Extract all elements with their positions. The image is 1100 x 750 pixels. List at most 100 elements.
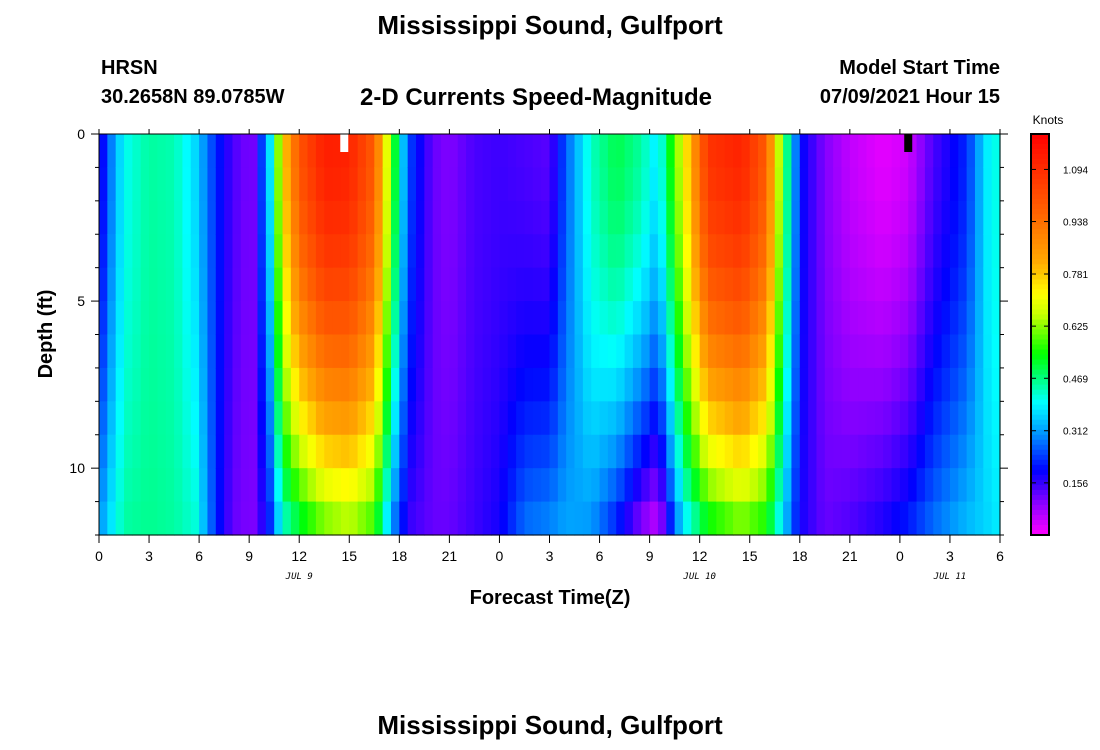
heat-cell: [224, 334, 234, 369]
heat-cell: [532, 334, 542, 369]
heat-cell: [157, 234, 167, 269]
heat-cell: [941, 234, 951, 269]
heat-cell: [883, 367, 893, 402]
heat-cell: [924, 167, 934, 202]
heat-cell: [941, 267, 951, 302]
heat-cell: [249, 134, 259, 169]
heat-cell: [866, 401, 876, 436]
heat-cell: [632, 434, 642, 469]
heat-cell: [741, 134, 751, 169]
heat-cell: [282, 501, 292, 536]
heat-cell: [249, 301, 259, 336]
heat-cell: [324, 134, 334, 169]
colorbar-segment: [1031, 354, 1049, 361]
heat-cell: [691, 367, 701, 402]
heat-cell: [924, 501, 934, 536]
heat-cell: [466, 367, 476, 402]
heat-cell: [741, 334, 751, 369]
heat-cell: [140, 434, 150, 469]
heat-cell: [190, 367, 200, 402]
heat-cell: [632, 501, 642, 536]
heat-cell: [949, 200, 959, 235]
heat-cell: [324, 367, 334, 402]
heat-cell: [182, 301, 192, 336]
heat-cell: [599, 367, 609, 402]
heat-cell: [315, 301, 325, 336]
heat-cell: [140, 234, 150, 269]
heat-cell: [449, 434, 459, 469]
heat-cell: [616, 234, 626, 269]
heat-cell: [591, 468, 601, 503]
heat-cell: [324, 267, 334, 302]
heat-cell: [783, 200, 793, 235]
heat-cell: [866, 434, 876, 469]
colorbar-segment: [1031, 419, 1049, 426]
colorbar-segment: [1031, 334, 1049, 341]
heat-cell: [891, 267, 901, 302]
heat-cell: [290, 434, 300, 469]
heat-cell: [749, 468, 759, 503]
heat-cell: [232, 401, 242, 436]
heat-cell: [741, 401, 751, 436]
heat-cell: [299, 200, 309, 235]
heat-cell: [816, 267, 826, 302]
heat-cell: [899, 367, 909, 402]
heat-cell: [582, 334, 592, 369]
heat-cell: [466, 267, 476, 302]
heat-cell: [174, 401, 184, 436]
heat-cell: [432, 134, 442, 169]
heat-cell: [958, 468, 968, 503]
heat-cell: [149, 468, 158, 503]
heat-cell: [983, 501, 993, 536]
heat-cell: [966, 367, 976, 402]
heat-cell: [107, 501, 117, 536]
heat-cell: [499, 200, 509, 235]
heat-cell: [858, 301, 868, 336]
heat-cell: [474, 301, 484, 336]
heat-cell: [649, 334, 659, 369]
heat-cell: [224, 200, 234, 235]
heat-cell: [441, 401, 450, 436]
heat-cell: [432, 267, 442, 302]
colorbar-segment: [1031, 149, 1049, 155]
heat-cell: [799, 367, 809, 402]
x-tick-label: 18: [792, 548, 808, 564]
heat-cell: [699, 334, 709, 369]
heat-cell: [933, 401, 943, 436]
heat-cell: [791, 200, 801, 235]
heat-cell: [441, 301, 450, 336]
heat-cell: [390, 200, 400, 235]
y-axis-label: Depth (ft): [35, 290, 57, 379]
heat-cell: [682, 200, 692, 235]
heat-cell: [916, 167, 926, 202]
heat-cell: [374, 167, 384, 202]
colorbar-segment: [1031, 519, 1049, 526]
heat-cell: [482, 401, 492, 436]
heat-cell: [774, 301, 784, 336]
heat-cell: [307, 434, 317, 469]
heat-cell: [849, 501, 859, 536]
heat-cell: [332, 267, 342, 302]
heat-cell: [207, 267, 217, 302]
heat-cell: [657, 234, 667, 269]
colorbar-segment: [1031, 369, 1049, 376]
heat-cell: [507, 468, 517, 503]
heat-cell: [507, 501, 517, 536]
heat-cell: [674, 468, 684, 503]
heat-cell: [182, 200, 192, 235]
heat-cell: [449, 234, 459, 269]
heat-cell: [140, 267, 150, 302]
heat-cell: [607, 234, 617, 269]
heat-cell: [532, 167, 542, 202]
heat-cell: [157, 301, 167, 336]
heat-cell: [282, 267, 292, 302]
heat-cell: [741, 501, 751, 536]
colorbar-tick-label: 0.938: [1063, 218, 1088, 229]
heat-cell: [507, 367, 517, 402]
heat-cell: [299, 134, 309, 169]
heat-cell: [716, 334, 726, 369]
heat-cell: [365, 434, 375, 469]
heat-cell: [899, 200, 909, 235]
heat-cell: [99, 434, 108, 469]
heat-cell: [766, 334, 776, 369]
